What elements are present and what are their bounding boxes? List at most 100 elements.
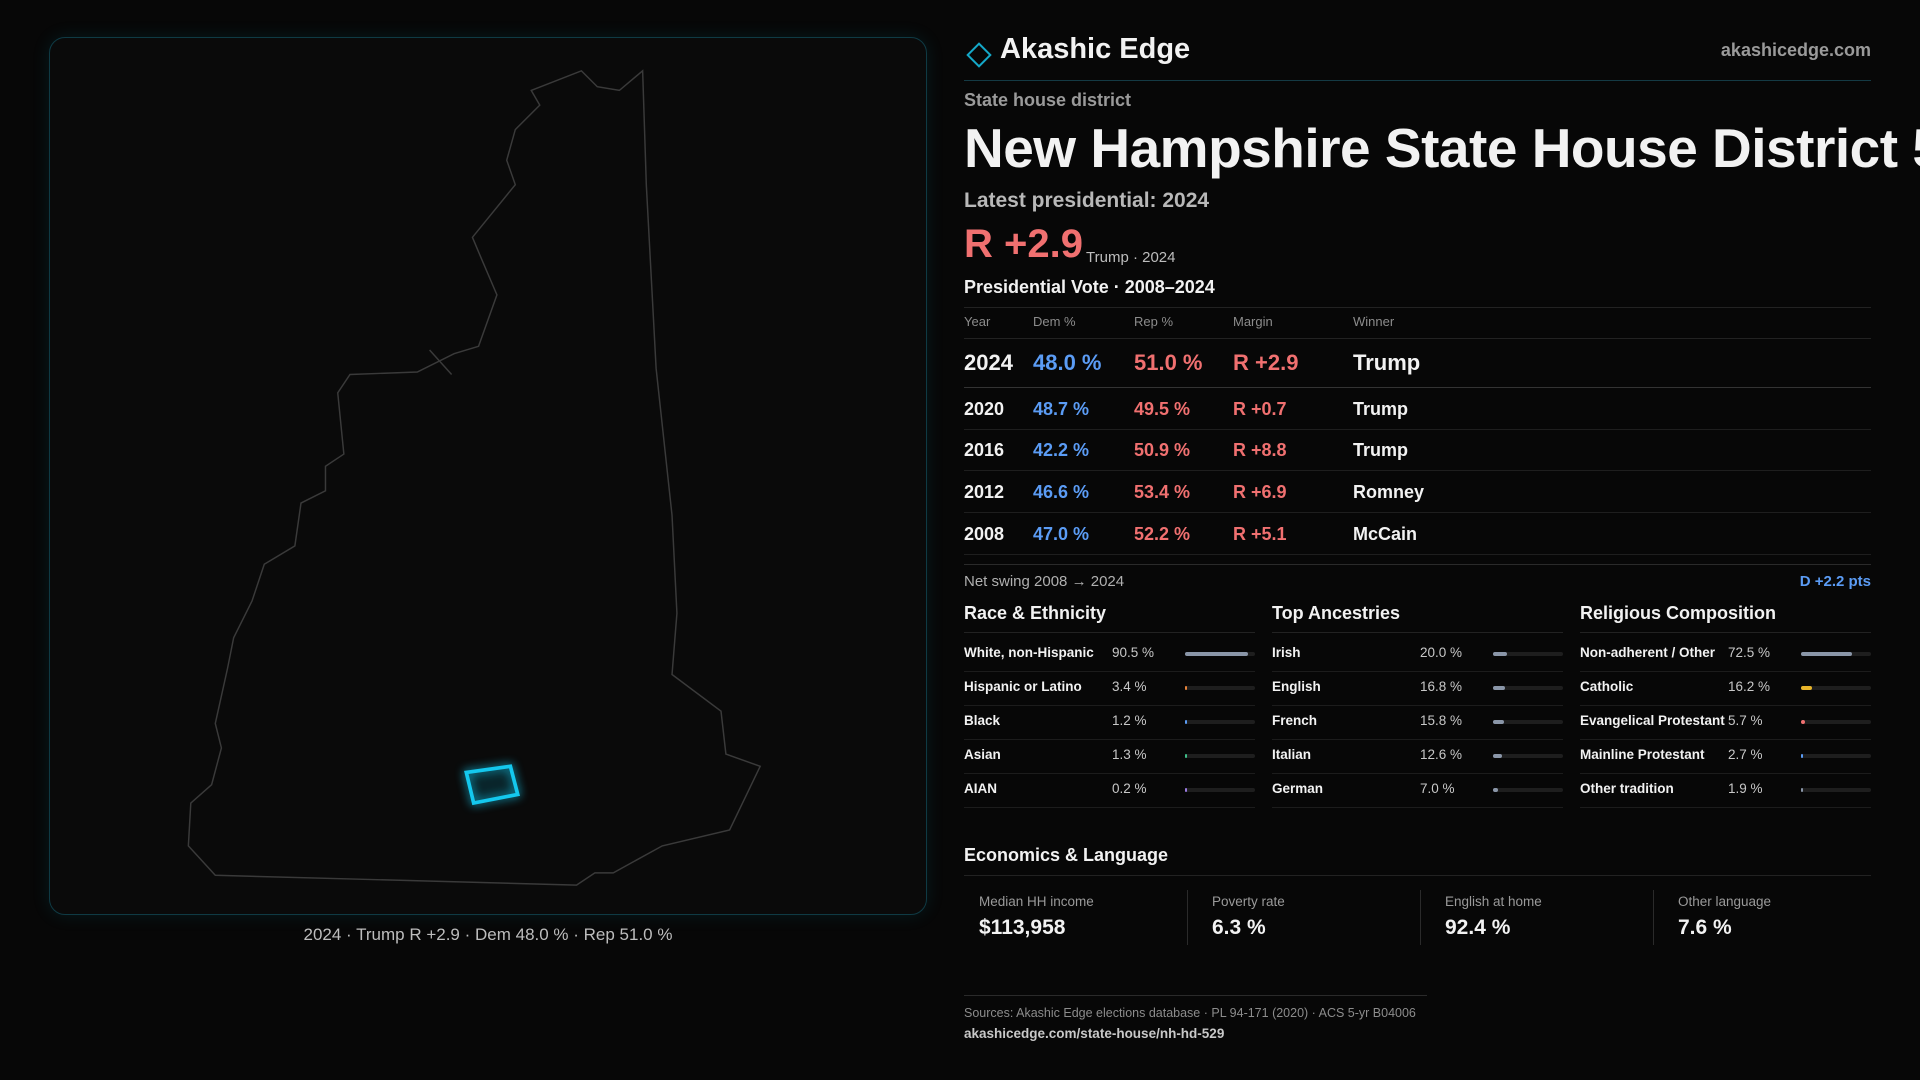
vote-cell: 2024 xyxy=(964,350,1013,375)
vote-cell: 50.9 % xyxy=(1134,440,1191,460)
map-caption: 2024 · Trump R +2.9 · Dem 48.0 % · Rep 5… xyxy=(303,925,673,944)
bar xyxy=(1493,720,1505,724)
vote-cell: 49.5 % xyxy=(1134,399,1191,419)
bar xyxy=(1493,754,1502,758)
row-name: AIAN xyxy=(964,781,997,796)
row-name: Irish xyxy=(1272,645,1301,660)
row-name: White, non-Hispanic xyxy=(964,645,1094,660)
section-title: Economics & Language xyxy=(964,845,1169,865)
row-value: 7.0 % xyxy=(1420,781,1455,796)
divider xyxy=(1272,705,1563,706)
district-kind: State house district xyxy=(964,90,1132,110)
vote-cell: Trump xyxy=(1353,440,1409,460)
bar xyxy=(1801,788,1803,792)
row-name: English xyxy=(1272,679,1321,694)
bar-track xyxy=(1493,686,1563,690)
bar-track xyxy=(1185,788,1255,792)
row-value: 16.2 % xyxy=(1728,679,1771,694)
divider xyxy=(964,307,1871,308)
row-value: 16.8 % xyxy=(1420,679,1463,694)
bar xyxy=(1185,754,1187,758)
logo xyxy=(966,42,992,68)
row-name: French xyxy=(1272,713,1318,728)
column-header: Dem % xyxy=(1033,314,1076,329)
row-name: Hispanic or Latino xyxy=(964,679,1082,694)
votes-title: Presidential Vote · 2008–2024 xyxy=(964,277,1215,297)
row-name: Black xyxy=(964,713,1001,728)
divider xyxy=(964,512,1871,513)
card-label: Other language xyxy=(1678,894,1772,909)
row-name: Italian xyxy=(1272,747,1312,762)
bar xyxy=(1493,686,1505,690)
row-value: 20.0 % xyxy=(1420,645,1463,660)
bar-track xyxy=(1493,720,1563,724)
divider xyxy=(964,739,1255,740)
bar xyxy=(1185,652,1249,656)
row-name: Catholic xyxy=(1580,679,1634,694)
divider xyxy=(964,338,1871,339)
vote-cell: R +5.1 xyxy=(1233,524,1287,544)
bar xyxy=(1801,754,1803,758)
vote-cell: Trump xyxy=(1353,350,1421,375)
divider xyxy=(1580,807,1871,808)
source-url: akashicedge.com/state-house/nh-hd-529 xyxy=(964,1026,1225,1041)
bar-track xyxy=(1185,686,1255,690)
map-panel xyxy=(49,37,927,915)
row-value: 1.2 % xyxy=(1112,713,1147,728)
divider xyxy=(964,470,1871,471)
vote-cell: 51.0 % xyxy=(1134,350,1203,375)
divider xyxy=(964,429,1871,430)
bar xyxy=(1185,686,1188,690)
vote-cell: 48.7 % xyxy=(1033,399,1090,419)
bar xyxy=(1185,788,1187,792)
vote-cell: R +2.9 xyxy=(1233,350,1299,375)
vote-cell: R +0.7 xyxy=(1233,399,1287,419)
bar-track xyxy=(1185,720,1255,724)
bar xyxy=(1493,788,1498,792)
bar-track xyxy=(1801,788,1871,792)
row-value: 1.3 % xyxy=(1112,747,1147,762)
county-line xyxy=(429,349,453,375)
brand: Akashic Edge xyxy=(1000,33,1191,65)
vote-cell: Trump xyxy=(1353,399,1409,419)
vote-cell: 52.2 % xyxy=(1134,524,1191,544)
vote-cell: 47.0 % xyxy=(1033,524,1090,544)
row-name: Evangelical Protestant xyxy=(1580,713,1725,728)
section-title: Religious Composition xyxy=(1580,603,1776,623)
divider xyxy=(964,632,1255,633)
divider xyxy=(1272,671,1563,672)
card-divider xyxy=(1653,890,1654,945)
row-name: Other tradition xyxy=(1580,781,1674,796)
vote-cell: 46.6 % xyxy=(1033,482,1090,502)
card-label: English at home xyxy=(1445,894,1542,909)
swing-label: Net swing 2008 → 2024 xyxy=(964,573,1125,590)
bar-track xyxy=(1801,720,1871,724)
row-value: 90.5 % xyxy=(1112,645,1155,660)
bar xyxy=(1801,686,1813,690)
card-value: 7.6 % xyxy=(1678,916,1732,939)
bar-track xyxy=(1493,652,1563,656)
section-title: Race & Ethnicity xyxy=(964,603,1107,623)
vote-cell: R +8.8 xyxy=(1233,440,1287,460)
state-outline xyxy=(187,69,762,886)
divider xyxy=(964,387,1871,388)
row-name: Mainline Protestant xyxy=(1580,747,1705,762)
vote-cell: 2008 xyxy=(964,524,1005,544)
row-name: Non-adherent / Other xyxy=(1580,645,1716,660)
section-title: Top Ancestries xyxy=(1272,603,1401,623)
row-value: 12.6 % xyxy=(1420,747,1463,762)
row-value: 0.2 % xyxy=(1112,781,1147,796)
card-value: $113,958 xyxy=(979,916,1066,939)
vote-cell: 53.4 % xyxy=(1134,482,1191,502)
divider xyxy=(964,705,1255,706)
bar xyxy=(1185,720,1187,724)
row-value: 2.7 % xyxy=(1728,747,1763,762)
bar-track xyxy=(1493,754,1563,758)
row-value: 1.9 % xyxy=(1728,781,1763,796)
card-label: Poverty rate xyxy=(1212,894,1285,909)
divider xyxy=(964,875,1871,876)
card-value: 92.4 % xyxy=(1445,916,1511,939)
divider xyxy=(964,807,1255,808)
vote-cell: 42.2 % xyxy=(1033,440,1090,460)
